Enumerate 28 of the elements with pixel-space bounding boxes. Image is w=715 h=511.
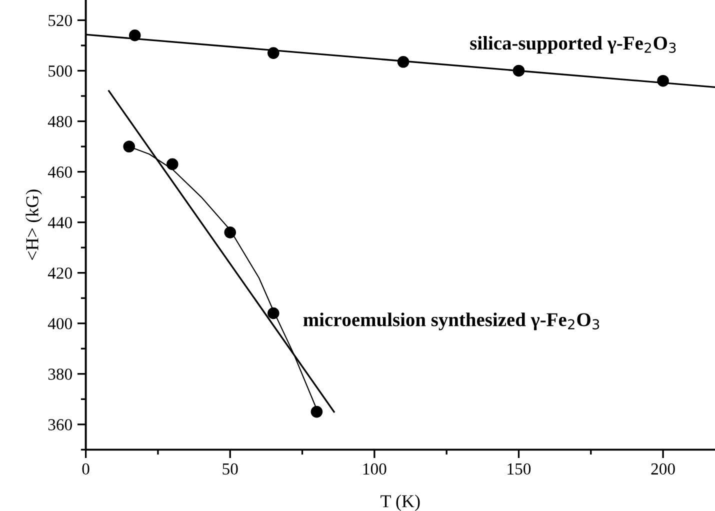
y-tick-label: 520 (48, 14, 72, 26)
point (128, 29, 141, 42)
point (268, 47, 280, 59)
y-tick-label: 400 (48, 318, 72, 330)
point (657, 74, 669, 87)
y-tick-label: 440 (48, 217, 72, 228)
y-tick-label: 460 (48, 166, 72, 178)
point (397, 56, 410, 68)
x-tick-label: 0 (82, 463, 90, 475)
x-axis-title: T (K) (380, 494, 420, 511)
point (123, 140, 135, 152)
annotation: microemulsion synthesized γ-Fe$_{2}$O$_{3}$ (303, 312, 600, 330)
y-tick-label: 480 (48, 116, 72, 128)
y-tick-label: 420 (48, 268, 72, 279)
point (512, 64, 525, 77)
point (166, 158, 178, 170)
x-tick-label: 200 (651, 463, 675, 475)
y-tick-label: 360 (48, 419, 72, 430)
point (268, 307, 280, 320)
point (310, 406, 323, 418)
x-tick-label: 100 (363, 463, 386, 475)
point (224, 226, 236, 238)
y-tick-label: 500 (48, 65, 72, 77)
y-axis-title: <H> (kG) (26, 190, 42, 260)
y-tick-label: 380 (48, 368, 72, 380)
annotation: silica-supported γ-Fe$_{2}$O$_{3}$ (470, 36, 676, 54)
x-tick-label: 50 (222, 463, 238, 475)
x-tick-label: 150 (508, 463, 531, 475)
